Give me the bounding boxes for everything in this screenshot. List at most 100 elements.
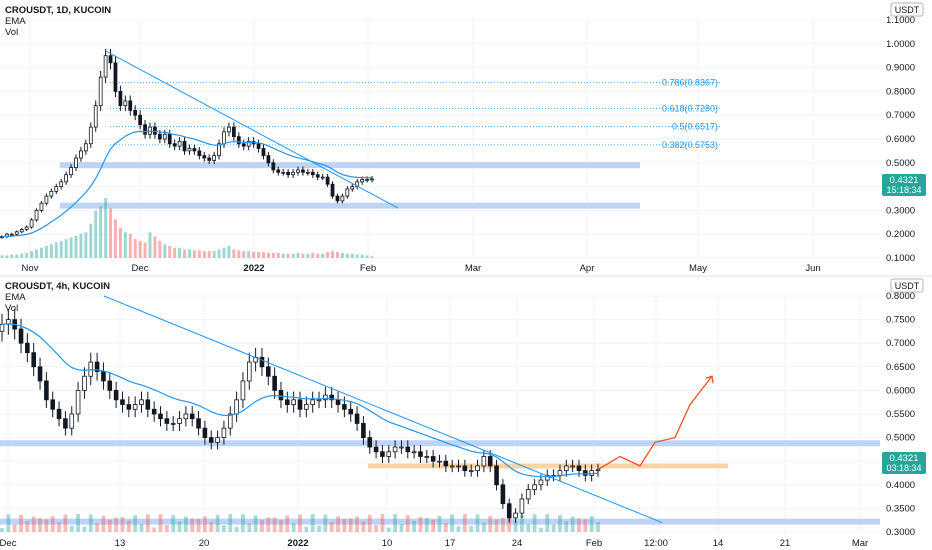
intraday-candle[interactable] [361,423,366,439]
intraday-candles[interactable] [0,308,601,523]
intraday-symbol-title[interactable]: CROUSDT, 4h, KUCOIN [5,281,110,292]
intraday-candle[interactable] [538,479,544,486]
daily-candle[interactable] [83,143,88,152]
daily-candle[interactable] [202,155,207,159]
daily-candles[interactable] [0,48,374,239]
intraday-candle[interactable] [449,465,455,468]
daily-candle[interactable] [162,133,167,140]
daily-candle[interactable] [172,143,177,147]
intraday-candle[interactable] [595,469,601,472]
intraday-candle[interactable] [101,371,106,382]
daily-candle[interactable] [88,126,93,145]
intraday-candle[interactable] [430,456,436,462]
daily-candle[interactable] [231,126,236,138]
daily-candle[interactable] [350,186,355,190]
daily-candle[interactable] [69,167,73,176]
intraday-candle[interactable] [164,418,170,424]
daily-candle[interactable] [291,171,295,176]
intraday-candle[interactable] [310,399,315,405]
daily-candle[interactable] [246,140,251,147]
intraday-candle[interactable] [443,460,449,467]
intraday-candle[interactable] [265,366,271,377]
daily-candle[interactable] [187,148,192,152]
intraday-candle[interactable] [25,342,30,354]
intraday-candle[interactable] [532,484,537,490]
daily-symbol-title[interactable]: CROUSDT, 1D, KUCOIN [5,5,111,16]
intraday-candle[interactable] [437,460,442,463]
intraday-candle[interactable] [278,389,284,401]
daily-candle[interactable] [79,150,83,159]
intraday-candle[interactable] [272,375,277,391]
daily-candle[interactable] [118,91,123,107]
intraday-candle[interactable] [107,380,113,391]
daily-candle[interactable] [103,55,108,78]
daily-trendline-segment[interactable] [105,50,399,209]
daily-candle[interactable] [138,114,143,126]
intraday-candle[interactable] [69,413,75,429]
daily-candle[interactable] [236,136,241,145]
intraday-candle[interactable] [348,408,354,415]
daily-candle[interactable] [19,229,24,233]
daily-candle[interactable] [9,233,14,236]
intraday-candle[interactable] [380,451,385,457]
daily-candle[interactable] [167,133,172,145]
daily-candle[interactable] [182,140,187,152]
daily-candle[interactable] [370,178,374,181]
daily-candle[interactable] [123,100,128,107]
daily-candle[interactable] [310,171,315,176]
intraday-candle[interactable] [31,352,37,368]
daily-candle[interactable] [227,126,231,133]
daily-candle[interactable] [143,124,147,135]
intraday-candle[interactable] [189,413,195,420]
intraday-candle[interactable] [411,451,417,454]
intraday-candle[interactable] [151,408,157,415]
daily-candle[interactable] [177,140,182,147]
intraday-candle[interactable] [570,465,575,468]
intraday-candle[interactable] [525,489,531,500]
intraday-ema-legend[interactable]: EMA [5,292,26,303]
projection-arrow[interactable] [597,375,714,471]
daily-candle[interactable] [14,231,19,235]
intraday-candle[interactable] [113,389,119,401]
daily-candle[interactable] [217,143,221,157]
intraday-candle[interactable] [519,498,525,514]
intraday-candle[interactable] [291,399,296,405]
intraday-candle[interactable] [202,427,208,439]
daily-candle[interactable] [197,150,202,157]
daily-candle[interactable] [24,226,29,230]
intraday-candle[interactable] [468,470,474,473]
daily-candle[interactable] [157,133,162,140]
intraday-candle[interactable] [246,361,252,382]
daily-candle[interactable] [315,174,320,178]
intraday-candle[interactable] [82,375,87,391]
daily-candle[interactable] [98,76,103,107]
intraday-candle[interactable] [487,456,493,467]
daily-candle[interactable] [276,169,281,173]
intraday-candle[interactable] [304,404,309,410]
intraday-candle[interactable] [208,437,214,443]
daily-candle[interactable] [325,176,330,185]
intraday-candle[interactable] [500,484,506,505]
intraday-candle[interactable] [132,404,138,410]
intraday-candle[interactable] [494,465,499,486]
intraday-candle[interactable] [177,418,182,424]
daily-candle[interactable] [128,100,133,111]
intraday-candle[interactable] [139,399,144,405]
intraday-candle[interactable] [94,361,100,372]
daily-candle[interactable] [305,171,310,174]
intraday-support-zone[interactable] [0,518,880,525]
intraday-candle[interactable] [557,470,563,476]
intraday-candle[interactable] [227,413,233,429]
intraday-time-axis[interactable]: Dec 13 20 2022 10 17 24 Feb 12:00 14 21 Mar [0,538,868,549]
intraday-currency-badge[interactable] [890,278,924,293]
intraday-candle[interactable] [342,404,347,410]
daily-candle[interactable] [54,186,59,192]
intraday-candle[interactable] [475,465,480,472]
daily-candle[interactable] [286,171,291,176]
intraday-candle[interactable] [354,413,360,424]
intraday-candle[interactable] [462,465,468,472]
intraday-candle[interactable] [297,399,303,410]
daily-candle[interactable] [113,62,118,92]
daily-candle[interactable] [271,162,276,171]
daily-candle[interactable] [301,169,305,173]
